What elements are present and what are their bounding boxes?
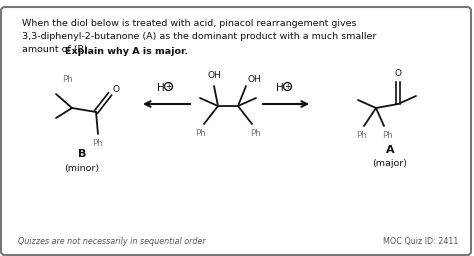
Text: H: H — [276, 83, 284, 93]
Text: MOC Quiz ID: 2411: MOC Quiz ID: 2411 — [383, 237, 458, 246]
Text: Ph: Ph — [63, 76, 73, 84]
Text: +: + — [165, 82, 172, 91]
Text: When the diol below is treated with acid, pinacol rearrangement gives
3,3-diphen: When the diol below is treated with acid… — [22, 19, 376, 54]
Text: O: O — [394, 69, 401, 78]
Text: Ph: Ph — [196, 130, 206, 138]
Text: (minor): (minor) — [64, 164, 100, 173]
Text: +: + — [284, 82, 291, 91]
Text: Ph: Ph — [92, 140, 103, 148]
Text: A: A — [386, 145, 394, 155]
Text: Explain why A is major.: Explain why A is major. — [64, 47, 188, 56]
FancyBboxPatch shape — [1, 7, 471, 255]
Text: Ph: Ph — [356, 132, 367, 141]
Text: B: B — [78, 149, 86, 159]
Text: H: H — [157, 83, 165, 93]
Text: Ph: Ph — [383, 132, 393, 141]
Text: OH: OH — [207, 71, 221, 80]
Text: Quizzes are not necessarily in sequential order: Quizzes are not necessarily in sequentia… — [18, 237, 206, 246]
Text: Ph: Ph — [251, 130, 261, 138]
Text: O: O — [112, 86, 119, 94]
Text: (major): (major) — [373, 159, 408, 168]
Text: OH: OH — [247, 76, 261, 84]
